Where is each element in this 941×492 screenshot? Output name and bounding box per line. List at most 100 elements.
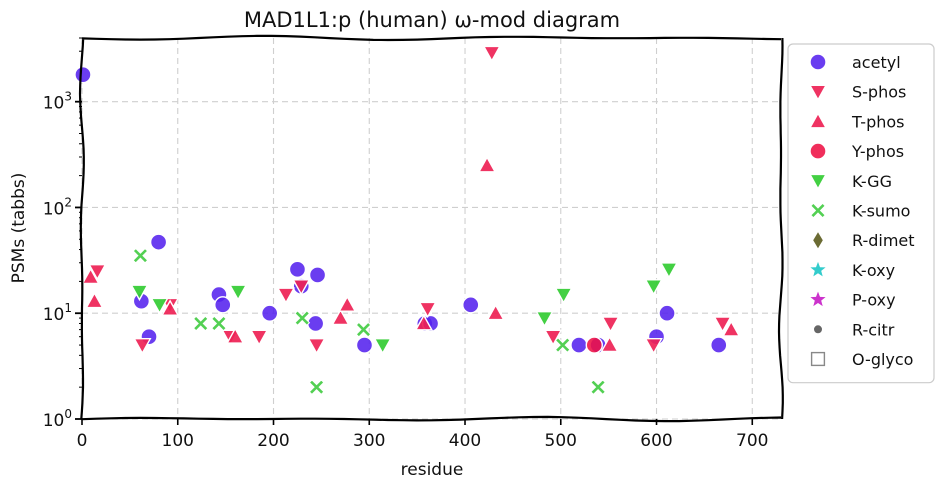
legend-marker-y-phos (809, 142, 827, 160)
point-k-gg (228, 284, 248, 302)
point-s-phos (601, 316, 620, 333)
point-k-sumo (554, 337, 571, 353)
point-y-phos (585, 336, 603, 354)
point-k-gg (150, 297, 169, 315)
point-acetyl (260, 304, 279, 322)
grid (81, 38, 781, 420)
point-k-gg (535, 310, 554, 328)
point-acetyl (306, 314, 325, 333)
point-t-phos (160, 299, 180, 316)
legend-label-k-gg: K-GG (852, 172, 892, 191)
point-acetyl (149, 233, 168, 251)
point-t-phos (486, 303, 505, 321)
point-acetyl (462, 296, 480, 314)
legend-marker-r-dimet (813, 232, 823, 249)
point-acetyl (74, 65, 92, 84)
point-acetyl (308, 266, 327, 284)
plot-frame (78, 34, 784, 423)
point-k-gg (659, 262, 679, 279)
point-t-phos (226, 327, 245, 344)
point-t-phos (600, 335, 619, 353)
y-tick-exponent: 3 (64, 90, 72, 104)
legend-marker-o-glyco (810, 351, 826, 367)
legend-marker-k-oxy (810, 261, 826, 277)
point-s-phos (88, 264, 107, 281)
point-acetyl (355, 336, 374, 354)
legend-marker-k-sumo (810, 202, 826, 219)
y-tick-base: 10 (43, 411, 65, 431)
x-tick-label: 200 (257, 431, 289, 451)
point-s-phos (276, 287, 296, 305)
x-tick-label: 300 (353, 431, 385, 451)
legend-label-t-phos: T-phos (851, 112, 905, 131)
x-tick-label: 0 (77, 431, 88, 451)
legend-marker-s-phos (808, 84, 828, 102)
legend-label-o-glyco: O-glyco (852, 350, 913, 369)
point-k-sumo (211, 315, 227, 332)
point-s-phos (249, 329, 269, 347)
legend-label-acetyl: acetyl (852, 53, 901, 72)
legend-label-y-phos: Y-phos (851, 142, 904, 161)
point-k-gg (554, 287, 573, 305)
point-k-gg (373, 337, 392, 355)
point-acetyl (658, 304, 676, 322)
point-s-phos (418, 301, 437, 319)
point-k-sumo (308, 379, 325, 396)
x-tick-label: 400 (449, 431, 481, 451)
y-axis-label: PSMs (tabbs) (9, 173, 29, 284)
point-t-phos (477, 155, 497, 173)
legend-label-r-dimet: R-dimet (852, 231, 915, 250)
y-tick-exponent: 1 (64, 301, 72, 315)
x-tick-label: 500 (545, 431, 577, 451)
x-tick-label: 700 (736, 431, 768, 451)
point-k-gg (644, 279, 663, 296)
legend-marker-k-gg (808, 173, 828, 191)
y-tick-base: 10 (43, 94, 65, 114)
y-tick-base: 10 (43, 305, 65, 325)
chart-title: MAD1L1:p (human) ω-mod diagram (244, 8, 620, 32)
legend-label-r-citr: R-citr (852, 320, 895, 339)
point-acetyl (214, 296, 232, 314)
point-t-phos (85, 291, 104, 309)
legend-marker-acetyl (809, 53, 827, 71)
legend-label-s-phos: S-phos (852, 83, 906, 102)
point-t-phos (331, 308, 350, 326)
data-points (74, 45, 741, 396)
point-k-sumo (590, 379, 607, 396)
point-s-phos (644, 337, 663, 355)
point-acetyl (288, 260, 307, 279)
point-s-phos (713, 316, 732, 333)
x-axis-label: residue (401, 460, 464, 480)
x-tick-label: 600 (640, 431, 672, 451)
y-tick-label: 100 (43, 407, 72, 431)
point-t-phos (81, 267, 100, 285)
point-t-phos (414, 314, 434, 331)
point-t-phos (722, 320, 741, 337)
legend-box (787, 43, 935, 384)
x-tick-label: 100 (162, 431, 194, 451)
legend: acetyl S-phos T-phos Y-phos K-GG K-sumo R-dime… (787, 43, 935, 384)
point-s-phos (543, 329, 563, 347)
point-k-sumo (355, 321, 372, 338)
legend-marker-p-oxy (810, 291, 826, 307)
legend-label-p-oxy: P-oxy (852, 291, 896, 310)
point-s-phos (307, 337, 326, 355)
point-k-sumo (294, 310, 311, 326)
point-acetyl (710, 336, 728, 354)
point-k-gg (130, 284, 149, 302)
point-s-phos (482, 45, 502, 63)
point-t-phos (338, 295, 357, 312)
y-tick-label: 101 (43, 301, 72, 325)
legend-marker-t-phos (808, 111, 828, 129)
y-tick-label: 103 (43, 90, 72, 114)
legend-marker-r-citr (814, 325, 822, 334)
point-k-sumo (132, 247, 149, 264)
point-k-sumo (192, 315, 209, 332)
point-acetyl (570, 336, 588, 354)
legend-label-k-oxy: K-oxy (852, 261, 895, 280)
point-s-phos (133, 337, 152, 355)
y-tick-exponent: 0 (64, 407, 72, 421)
point-s-phos (292, 279, 311, 296)
